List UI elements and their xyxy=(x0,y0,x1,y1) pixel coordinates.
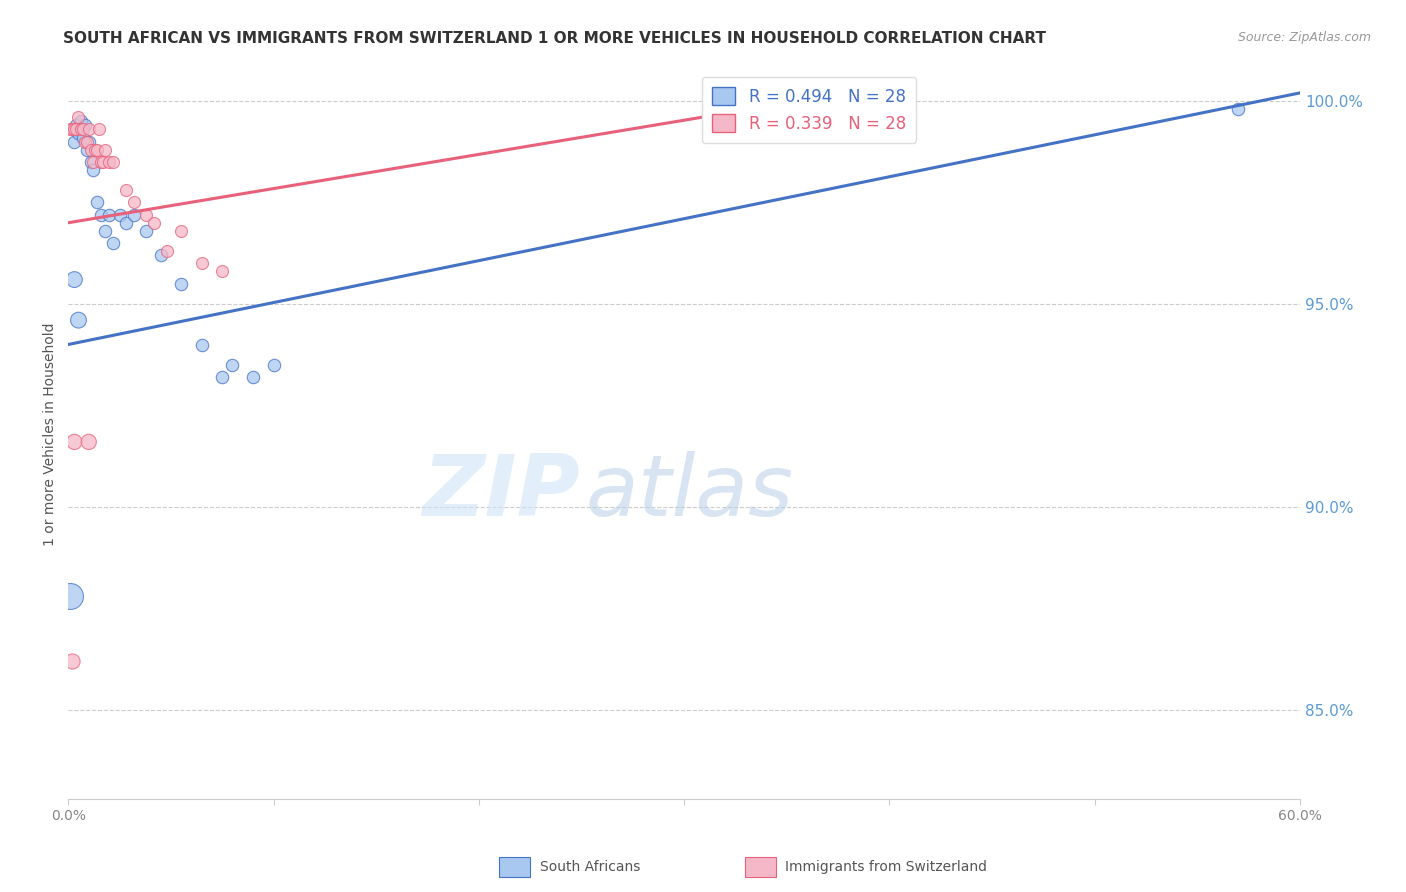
Point xyxy=(73,119,96,133)
Point xyxy=(170,277,193,291)
Point xyxy=(103,154,125,169)
Point xyxy=(77,434,100,449)
Point xyxy=(91,154,114,169)
Point xyxy=(63,272,86,286)
Point xyxy=(60,122,83,136)
Point xyxy=(122,195,145,210)
Point xyxy=(108,208,131,222)
Point xyxy=(67,110,90,124)
Point xyxy=(67,127,90,141)
Point xyxy=(76,143,98,157)
Text: Source: ZipAtlas.com: Source: ZipAtlas.com xyxy=(1237,31,1371,45)
Legend: R = 0.494   N = 28, R = 0.339   N = 28: R = 0.494 N = 28, R = 0.339 N = 28 xyxy=(702,77,915,143)
Text: South Africans: South Africans xyxy=(540,860,640,874)
Text: Immigrants from Switzerland: Immigrants from Switzerland xyxy=(785,860,987,874)
Point xyxy=(60,654,83,668)
Point xyxy=(82,163,104,178)
Point xyxy=(211,264,233,278)
Point xyxy=(63,122,86,136)
Point xyxy=(98,154,121,169)
Point xyxy=(87,122,110,136)
Point xyxy=(65,122,87,136)
Point xyxy=(1227,102,1250,116)
Point xyxy=(72,122,94,136)
Point xyxy=(114,216,136,230)
Point xyxy=(63,434,86,449)
Point xyxy=(69,122,91,136)
Point xyxy=(86,143,108,157)
Point xyxy=(69,114,91,128)
Point xyxy=(67,313,90,327)
Point xyxy=(190,337,212,351)
Point xyxy=(76,135,98,149)
Point xyxy=(90,208,112,222)
Point xyxy=(242,370,264,384)
Point xyxy=(80,154,103,169)
Text: SOUTH AFRICAN VS IMMIGRANTS FROM SWITZERLAND 1 OR MORE VEHICLES IN HOUSEHOLD COR: SOUTH AFRICAN VS IMMIGRANTS FROM SWITZER… xyxy=(63,31,1046,46)
Point xyxy=(59,589,82,603)
Point xyxy=(72,130,94,145)
Point xyxy=(156,244,179,259)
Point xyxy=(135,224,157,238)
Point xyxy=(114,183,136,197)
Point xyxy=(122,208,145,222)
Point xyxy=(135,208,157,222)
Point xyxy=(190,256,212,270)
Point xyxy=(84,143,107,157)
Point xyxy=(263,358,285,372)
Point xyxy=(170,224,193,238)
Point xyxy=(77,135,100,149)
Point xyxy=(94,143,117,157)
Text: atlas: atlas xyxy=(585,450,793,533)
Point xyxy=(73,135,96,149)
Point xyxy=(86,195,108,210)
Point xyxy=(77,122,100,136)
Point xyxy=(65,119,87,133)
Point xyxy=(211,370,233,384)
Point xyxy=(80,143,103,157)
Point xyxy=(90,154,112,169)
Point xyxy=(143,216,166,230)
Y-axis label: 1 or more Vehicles in Household: 1 or more Vehicles in Household xyxy=(44,322,58,546)
Point xyxy=(94,224,117,238)
Point xyxy=(63,135,86,149)
Point xyxy=(221,358,243,372)
Point xyxy=(82,154,104,169)
Point xyxy=(59,122,82,136)
Point xyxy=(103,235,125,250)
Point xyxy=(98,208,121,222)
Point xyxy=(149,248,172,262)
Text: ZIP: ZIP xyxy=(422,450,579,533)
